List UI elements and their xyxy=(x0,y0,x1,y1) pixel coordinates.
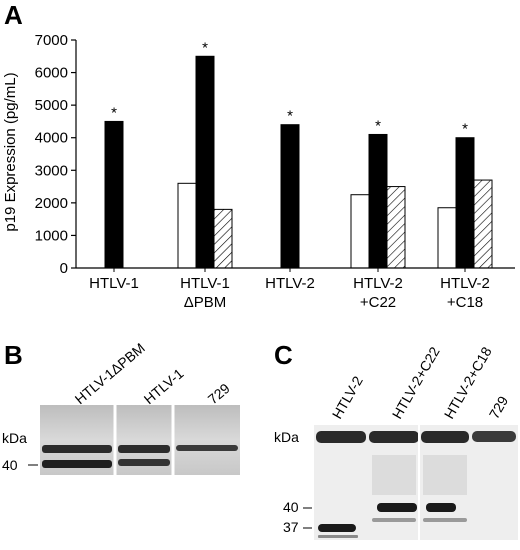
bar-hatched xyxy=(213,208,233,269)
y-tick-label: 3000 xyxy=(35,162,68,179)
blot-b-lane-2: HTLV-1 xyxy=(141,365,187,407)
x-tick-label: HTLV-2 xyxy=(353,275,403,292)
y-tick-label: 1000 xyxy=(35,227,68,244)
blot-c-band xyxy=(318,524,356,532)
significance-star: * xyxy=(202,39,208,56)
significance-star: * xyxy=(287,108,293,125)
x-axis: HTLV-1 HTLV-1 ΔPBM HTLV-2 HTLV-2 +C22 HTLV-2 +C… xyxy=(76,267,515,311)
significance-star: * xyxy=(375,117,381,134)
bar-solid xyxy=(195,55,215,269)
bar-solid xyxy=(104,120,124,269)
blot-b-band xyxy=(176,445,238,451)
blot-c-lane-1: HTLV-2 xyxy=(329,373,366,421)
x-tick-sublabel: +C18 xyxy=(447,294,483,311)
x-tick-sublabel: +C22 xyxy=(360,294,396,311)
panel-c-label: C xyxy=(274,340,293,370)
bar-solid xyxy=(455,137,475,269)
panel-a-label: A xyxy=(4,0,23,30)
x-tick-sublabel: ΔPBM xyxy=(184,294,227,311)
blot-b-kda-label: kDa xyxy=(2,430,27,446)
blot-b-lane-1: HTLV-1ΔPBM xyxy=(72,340,148,408)
panel-b-label: B xyxy=(4,340,23,370)
y-tick-label: 0 xyxy=(60,260,68,277)
blot-b: HTLV-1ΔPBM HTLV-1 729 kDa 40 xyxy=(2,340,240,475)
blot-c-marker-37: 37 xyxy=(283,519,299,535)
blot-b-lane-3: 729 xyxy=(205,380,233,407)
blot-c-band xyxy=(316,431,366,443)
x-tick-label: HTLV-2 xyxy=(265,275,315,292)
blot-c-lane-4: 729 xyxy=(486,393,512,421)
y-tick-label: 4000 xyxy=(35,130,68,147)
significance-markers: * * * * * xyxy=(111,39,468,137)
blot-b-band xyxy=(42,460,112,468)
blot-c-kda-label: kDa xyxy=(274,429,299,445)
blot-c-band xyxy=(369,431,419,443)
blot-c-band xyxy=(426,503,456,512)
significance-star: * xyxy=(462,121,468,138)
blot-c-marker-40: 40 xyxy=(283,499,299,515)
blot-c: HTLV-2 HTLV-2+C22 HTLV-2+C18 729 kDa 40 … xyxy=(274,344,518,540)
bar-solid xyxy=(280,124,300,269)
x-tick-label: HTLV-2 xyxy=(440,275,490,292)
blot-b-band xyxy=(118,445,170,453)
bar-open xyxy=(437,207,457,269)
y-axis-label: p19 Expression (pg/mL) xyxy=(2,72,19,231)
y-tick-label: 6000 xyxy=(35,65,68,82)
bar-open xyxy=(350,194,370,269)
bar-group xyxy=(104,55,493,269)
y-tick-label: 5000 xyxy=(35,97,68,114)
bar-hatched xyxy=(473,179,493,269)
y-axis: 0 1000 2000 3000 4000 5000 6000 7000 xyxy=(35,32,77,277)
blot-b-marker-40: 40 xyxy=(2,457,18,473)
bar-open xyxy=(177,182,197,269)
blot-c-band xyxy=(472,431,516,442)
y-tick-label: 7000 xyxy=(35,32,68,49)
blot-c-band xyxy=(377,503,417,512)
bar-hatched xyxy=(386,186,406,269)
significance-star: * xyxy=(111,104,117,121)
blot-b-band xyxy=(118,459,170,466)
blot-c-band xyxy=(421,431,469,443)
x-tick-label: HTLV-1 xyxy=(89,275,139,292)
x-tick-label: HTLV-1 xyxy=(180,275,230,292)
blot-b-band xyxy=(42,445,112,453)
blot-c-lane-2: HTLV-2+C22 xyxy=(389,344,443,422)
bar-solid xyxy=(368,133,388,269)
y-tick-label: 2000 xyxy=(35,195,68,212)
